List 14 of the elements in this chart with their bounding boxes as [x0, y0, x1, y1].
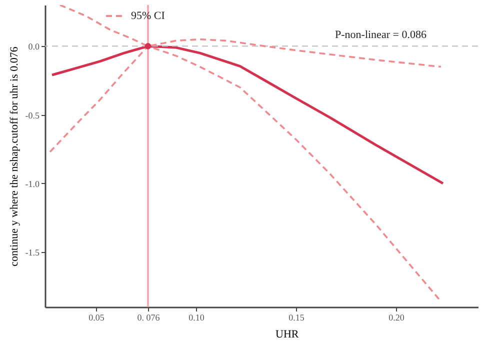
annotation: P-non-linear = 0.086 — [335, 29, 427, 41]
y-tick-label: -1.0 — [25, 178, 40, 189]
y-tick-label: 0.0 — [28, 42, 40, 52]
x-tick-label: 0. 076 — [137, 312, 160, 322]
y-axis-title: continue y where the nshap.cutoff for uhr is 0.076 — [8, 46, 20, 266]
line-series — [50, 44, 444, 185]
x-tick-label: 0.20 — [388, 312, 405, 322]
y-tick-label: -0.5 — [25, 110, 40, 120]
x-tick-label: 0.10 — [188, 312, 205, 322]
x-tick-label: 0.15 — [288, 312, 305, 322]
x-axis-title: UHR — [276, 328, 300, 340]
legend-label: 95% CI — [131, 10, 166, 22]
y-tick-label: -1.5 — [25, 248, 40, 258]
x-tick-label: 0.05 — [88, 312, 105, 322]
